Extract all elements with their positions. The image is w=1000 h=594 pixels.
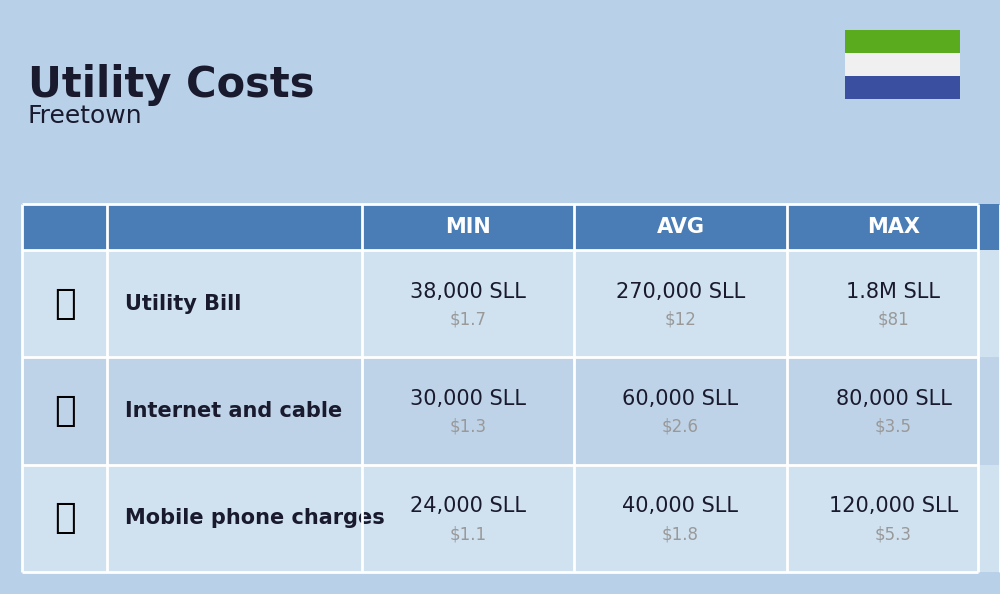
Text: 24,000 SLL: 24,000 SLL xyxy=(410,497,526,516)
Text: $1.7: $1.7 xyxy=(450,311,486,328)
Text: Utility Bill: Utility Bill xyxy=(125,293,241,314)
Bar xyxy=(22,465,107,572)
Text: Freetown: Freetown xyxy=(28,104,143,128)
Bar xyxy=(845,76,960,99)
Bar xyxy=(787,250,1000,358)
Text: $2.6: $2.6 xyxy=(662,418,699,436)
Text: 40,000 SLL: 40,000 SLL xyxy=(622,497,738,516)
Bar xyxy=(845,30,960,53)
Text: 📱: 📱 xyxy=(54,501,75,535)
Text: $3.5: $3.5 xyxy=(875,418,912,436)
Text: $5.3: $5.3 xyxy=(875,525,912,544)
Text: Internet and cable: Internet and cable xyxy=(125,401,342,421)
Bar xyxy=(107,465,362,572)
Text: $1.3: $1.3 xyxy=(449,418,487,436)
Text: Mobile phone charges: Mobile phone charges xyxy=(125,508,385,528)
Text: AVG: AVG xyxy=(656,217,704,237)
Text: 80,000 SLL: 80,000 SLL xyxy=(836,389,951,409)
Bar xyxy=(362,358,574,465)
Text: $81: $81 xyxy=(878,311,909,328)
Bar xyxy=(22,204,107,250)
Text: 🔧: 🔧 xyxy=(54,287,75,321)
Bar xyxy=(107,358,362,465)
Bar xyxy=(22,250,107,358)
Bar xyxy=(787,358,1000,465)
Bar xyxy=(22,358,107,465)
Bar xyxy=(574,465,787,572)
Bar xyxy=(574,250,787,358)
Bar xyxy=(574,358,787,465)
Text: $1.1: $1.1 xyxy=(449,525,487,544)
Bar xyxy=(362,204,574,250)
Bar xyxy=(362,465,574,572)
Text: MIN: MIN xyxy=(445,217,491,237)
Text: 38,000 SLL: 38,000 SLL xyxy=(410,282,526,302)
Bar xyxy=(574,204,787,250)
Text: 📶: 📶 xyxy=(54,394,75,428)
Text: MAX: MAX xyxy=(867,217,920,237)
Bar xyxy=(107,204,362,250)
Text: 30,000 SLL: 30,000 SLL xyxy=(410,389,526,409)
Text: 120,000 SLL: 120,000 SLL xyxy=(829,497,958,516)
Bar xyxy=(845,53,960,76)
Text: 1.8M SLL: 1.8M SLL xyxy=(846,282,940,302)
Text: $1.8: $1.8 xyxy=(662,525,699,544)
Text: 60,000 SLL: 60,000 SLL xyxy=(622,389,739,409)
Bar xyxy=(362,250,574,358)
Bar xyxy=(107,250,362,358)
Text: $12: $12 xyxy=(665,311,696,328)
Bar xyxy=(787,204,1000,250)
Text: Utility Costs: Utility Costs xyxy=(28,64,314,106)
Text: 270,000 SLL: 270,000 SLL xyxy=(616,282,745,302)
Bar xyxy=(787,465,1000,572)
